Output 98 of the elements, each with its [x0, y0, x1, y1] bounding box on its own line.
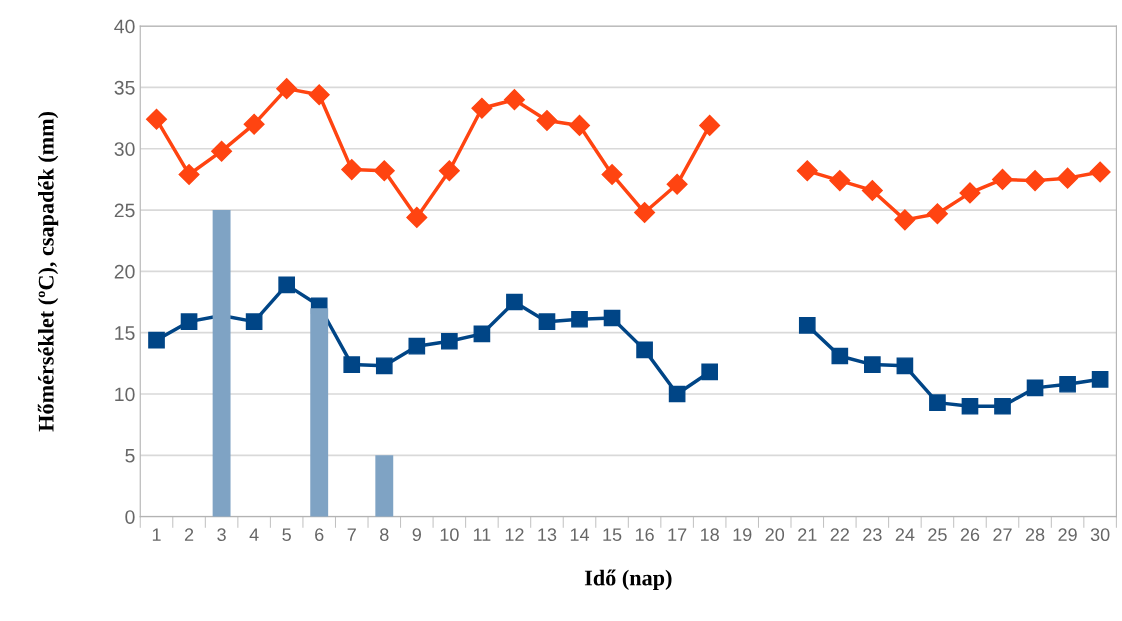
point [666, 173, 688, 195]
x-tick-label: 29 [1058, 528, 1077, 542]
point [1024, 170, 1046, 192]
point [636, 341, 653, 359]
y-tick-label: 5 [125, 449, 135, 463]
point [308, 84, 330, 106]
x-tick-label: 5 [282, 528, 291, 542]
point [538, 313, 556, 330]
x-tick-label: 24 [895, 528, 915, 541]
point [601, 163, 623, 186]
point [441, 332, 458, 350]
point [506, 293, 523, 311]
y-tick-label: 40 [114, 19, 135, 34]
point [864, 356, 881, 373]
point [471, 97, 493, 119]
x-tick-label: 20 [765, 528, 785, 542]
x-tick-label: 17 [668, 528, 687, 541]
point [408, 337, 426, 355]
x-tick-label: 23 [863, 528, 882, 542]
point [1059, 375, 1076, 393]
point [894, 209, 916, 231]
point [473, 325, 491, 343]
point [603, 309, 621, 327]
bar [212, 210, 231, 517]
y-tick-label: 35 [114, 80, 135, 95]
point [699, 114, 721, 136]
point [148, 331, 165, 349]
x-tick-label: 13 [538, 528, 557, 542]
point [180, 313, 198, 330]
point [375, 357, 393, 375]
point [1091, 370, 1109, 388]
point [1089, 161, 1111, 183]
point [701, 363, 718, 381]
point [341, 159, 363, 181]
point [829, 170, 851, 192]
bar [375, 455, 394, 517]
x-tick-label: 8 [380, 528, 389, 542]
x-tick-label: 26 [960, 528, 980, 542]
point [1026, 379, 1044, 397]
x-tick-label: 27 [993, 528, 1012, 541]
point [438, 160, 460, 182]
point [796, 160, 818, 182]
y-tick-label: 0 [125, 510, 135, 524]
x-tick-label: 22 [830, 528, 849, 541]
point [343, 356, 361, 373]
x-tick-label: 30 [1090, 528, 1110, 542]
point [926, 203, 948, 225]
point [991, 168, 1014, 190]
point [278, 276, 296, 294]
x-tick-label: 7 [347, 528, 356, 541]
point [406, 206, 428, 228]
y-tick-label: 20 [114, 264, 135, 279]
bar [310, 308, 329, 517]
x-tick-label: 4 [249, 528, 259, 541]
y-tick-label: 25 [114, 203, 135, 218]
point [961, 397, 979, 415]
point [896, 357, 914, 375]
point [373, 160, 395, 182]
point [243, 113, 265, 135]
x-tick-label: 12 [505, 528, 524, 541]
point [668, 385, 686, 403]
x-tick-label: 21 [798, 528, 817, 541]
x-tick-label: 6 [315, 528, 324, 542]
x-tick-label: 16 [635, 528, 654, 542]
x-tick-label: 2 [184, 528, 194, 541]
y-axis-title: Hőmérséklet (ºC), csapadék (mm) [37, 111, 59, 432]
point [276, 78, 298, 100]
point [568, 114, 591, 136]
point [861, 179, 883, 201]
x-tick-label: 3 [217, 528, 226, 542]
point [146, 108, 168, 130]
x-tick-label: 11 [473, 528, 491, 541]
point [503, 89, 525, 111]
y-tick-label: 10 [115, 387, 135, 402]
x-tick-label: 10 [440, 528, 459, 542]
x-tick-label: 14 [570, 528, 590, 541]
point [831, 347, 849, 365]
y-tick-label: 15 [115, 326, 135, 340]
x-tick-label: 1 [152, 528, 161, 541]
x-tick-label: 28 [1025, 528, 1045, 542]
point [211, 140, 233, 162]
point [178, 163, 200, 186]
point [634, 201, 656, 224]
point [1057, 167, 1079, 189]
x-axis-title: Idő (nap) [584, 569, 672, 591]
point [245, 313, 263, 330]
point [929, 394, 946, 411]
point [798, 317, 816, 334]
x-tick-label: 18 [701, 528, 719, 542]
x-tick-label: 19 [733, 528, 752, 542]
point [994, 397, 1011, 415]
point [959, 182, 981, 204]
x-tick-label: 9 [412, 528, 421, 542]
point [536, 110, 558, 132]
y-tick-label: 30 [114, 142, 135, 156]
point [571, 310, 588, 328]
x-tick-label: 15 [603, 528, 622, 542]
x-tick-label: 25 [928, 528, 947, 542]
